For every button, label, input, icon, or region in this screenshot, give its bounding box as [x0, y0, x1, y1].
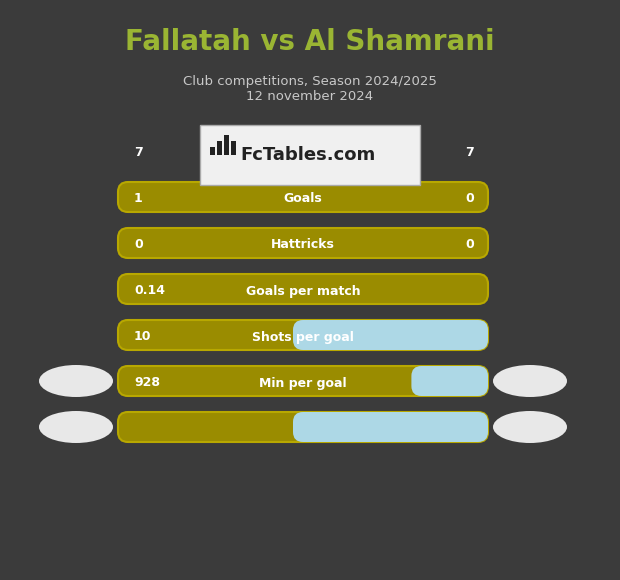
Text: Goals per match: Goals per match — [246, 285, 360, 298]
Text: Matches: Matches — [273, 147, 332, 160]
Bar — [303, 412, 315, 442]
Text: Goals: Goals — [283, 193, 322, 205]
Ellipse shape — [493, 365, 567, 397]
Text: Fallatah vs Al Shamrani: Fallatah vs Al Shamrani — [125, 28, 495, 56]
Text: 0: 0 — [465, 238, 474, 252]
Text: 928: 928 — [134, 376, 160, 390]
Ellipse shape — [39, 365, 113, 397]
Text: Shots per goal: Shots per goal — [252, 331, 354, 343]
FancyBboxPatch shape — [118, 228, 488, 258]
Text: 0: 0 — [134, 238, 143, 252]
Text: FcTables.com: FcTables.com — [240, 146, 375, 164]
Bar — [224, 135, 229, 155]
Bar — [200, 125, 420, 185]
FancyBboxPatch shape — [412, 366, 488, 396]
FancyBboxPatch shape — [118, 182, 488, 212]
Bar — [210, 147, 215, 155]
FancyBboxPatch shape — [293, 412, 488, 442]
FancyBboxPatch shape — [118, 366, 488, 396]
Ellipse shape — [39, 411, 113, 443]
Text: 0: 0 — [465, 193, 474, 205]
Bar — [217, 141, 222, 155]
Text: 7: 7 — [465, 147, 474, 160]
Bar — [422, 366, 433, 396]
FancyBboxPatch shape — [118, 320, 488, 350]
Text: 10: 10 — [134, 331, 151, 343]
Bar — [231, 141, 236, 155]
Text: Club competitions, Season 2024/2025: Club competitions, Season 2024/2025 — [183, 75, 437, 89]
Bar — [303, 320, 315, 350]
Text: 0.14: 0.14 — [134, 285, 165, 298]
Text: Hattricks: Hattricks — [271, 238, 335, 252]
Text: 1: 1 — [134, 193, 143, 205]
Text: 12 november 2024: 12 november 2024 — [246, 90, 374, 103]
FancyBboxPatch shape — [118, 274, 488, 304]
Ellipse shape — [493, 411, 567, 443]
Text: Min per goal: Min per goal — [259, 376, 347, 390]
FancyBboxPatch shape — [118, 412, 488, 442]
Text: 7: 7 — [134, 147, 143, 160]
FancyBboxPatch shape — [293, 320, 488, 350]
